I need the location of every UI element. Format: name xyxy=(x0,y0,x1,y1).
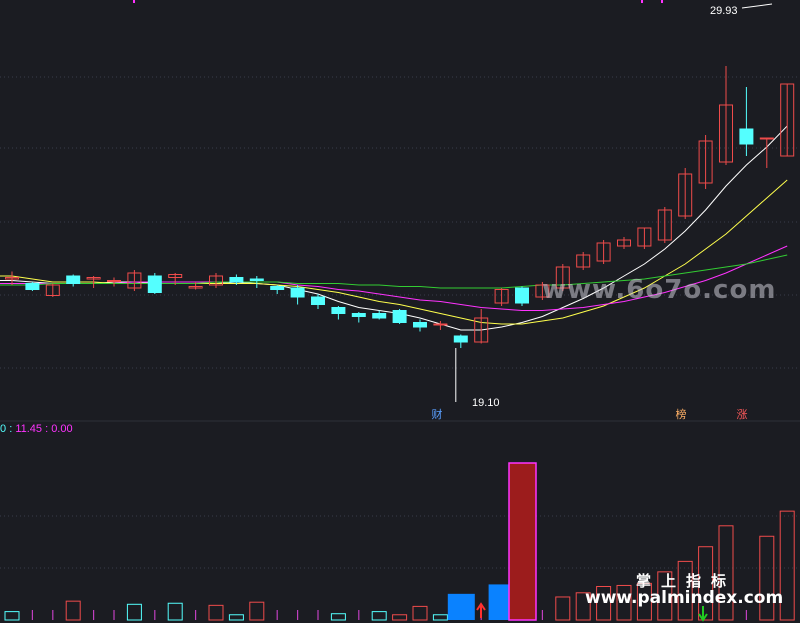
volume-bar xyxy=(412,605,428,621)
volume-bar xyxy=(657,571,673,621)
volume-bar xyxy=(65,600,81,621)
candle-body xyxy=(5,277,19,280)
candle-body xyxy=(596,242,611,262)
indicator-readout: 0 : 11.45 : 0.00 xyxy=(0,423,73,435)
candle-body xyxy=(535,284,550,298)
volume-bar xyxy=(636,582,652,621)
volume-bar xyxy=(575,592,591,621)
candle-body xyxy=(780,83,795,157)
candle-body xyxy=(719,104,733,163)
indicator-label-b: 11.45 : 0.00 xyxy=(15,423,73,435)
candle-body xyxy=(372,313,387,319)
candle-body xyxy=(45,284,60,296)
volume-bar xyxy=(371,611,387,621)
volume-bar xyxy=(596,586,612,621)
volume-bar xyxy=(759,535,775,621)
volume-bar xyxy=(779,510,795,621)
candle-body xyxy=(555,266,570,289)
candle-body xyxy=(515,287,529,304)
ma-line-3 xyxy=(0,245,788,311)
volume-bar xyxy=(167,602,183,621)
volume-bar xyxy=(555,596,571,621)
volume-bar xyxy=(126,603,142,621)
candle-body xyxy=(311,296,325,305)
up-arrow-icon xyxy=(476,602,486,618)
event-marker: 涨 xyxy=(737,408,748,421)
event-marker: 榜 xyxy=(676,407,687,421)
candle-body xyxy=(413,322,427,328)
candle-body xyxy=(331,307,346,314)
volume-bar xyxy=(4,611,20,621)
candle-body xyxy=(698,140,713,184)
candle-body xyxy=(290,287,305,298)
ma-line-1 xyxy=(0,125,788,331)
volume-bar xyxy=(228,614,244,621)
volume-bar xyxy=(330,613,346,621)
candle-body xyxy=(494,289,509,304)
volume-bar xyxy=(208,604,224,621)
candle-body xyxy=(249,278,264,281)
low-price-label: 19.10 xyxy=(472,397,500,409)
volume-bar xyxy=(698,546,714,621)
high-price-label: 29.93 xyxy=(710,5,738,17)
top-tick xyxy=(661,0,663,3)
candle-body xyxy=(453,335,468,343)
volume-bar xyxy=(718,525,734,621)
candle-body xyxy=(759,137,774,140)
candle-body xyxy=(739,128,754,145)
watermark-site-logo: www.6o7o.com xyxy=(542,275,777,305)
candle-body xyxy=(229,277,244,283)
candle-body xyxy=(107,280,121,282)
candle-body xyxy=(25,283,40,290)
high-pointer xyxy=(741,3,773,9)
candle-body xyxy=(188,286,203,289)
indicator-label-a: 0 xyxy=(0,423,7,435)
watermark-brand: 掌上指标 xyxy=(636,572,737,590)
down-arrow-icon xyxy=(698,606,708,622)
candle-body xyxy=(168,274,183,278)
candle-body xyxy=(66,275,81,284)
volume-bar xyxy=(677,560,693,621)
candle-body xyxy=(617,239,631,247)
candle-body xyxy=(270,286,285,290)
candle-body xyxy=(351,313,366,317)
top-tick xyxy=(133,0,135,3)
volume-bar xyxy=(616,584,632,621)
candle-body xyxy=(127,272,142,289)
volume-bar xyxy=(249,601,265,621)
volume-bar xyxy=(432,614,448,621)
volume-bar xyxy=(392,614,408,621)
candle-body xyxy=(147,275,162,293)
watermark-url: www.palmindex.com xyxy=(585,588,784,608)
volume-bar xyxy=(447,593,475,620)
candle-body xyxy=(637,227,652,247)
candle-body xyxy=(678,173,693,217)
candle-body xyxy=(657,209,672,241)
candle-body xyxy=(433,323,448,326)
candle-body xyxy=(86,277,101,280)
volume-bar xyxy=(508,462,537,621)
candle-body xyxy=(576,254,591,268)
candle-body xyxy=(209,275,223,286)
candle-body xyxy=(474,317,489,343)
candle-body xyxy=(392,310,407,323)
ma-line-4 xyxy=(0,254,788,289)
event-marker: 财 xyxy=(432,407,443,421)
top-tick xyxy=(641,0,643,3)
